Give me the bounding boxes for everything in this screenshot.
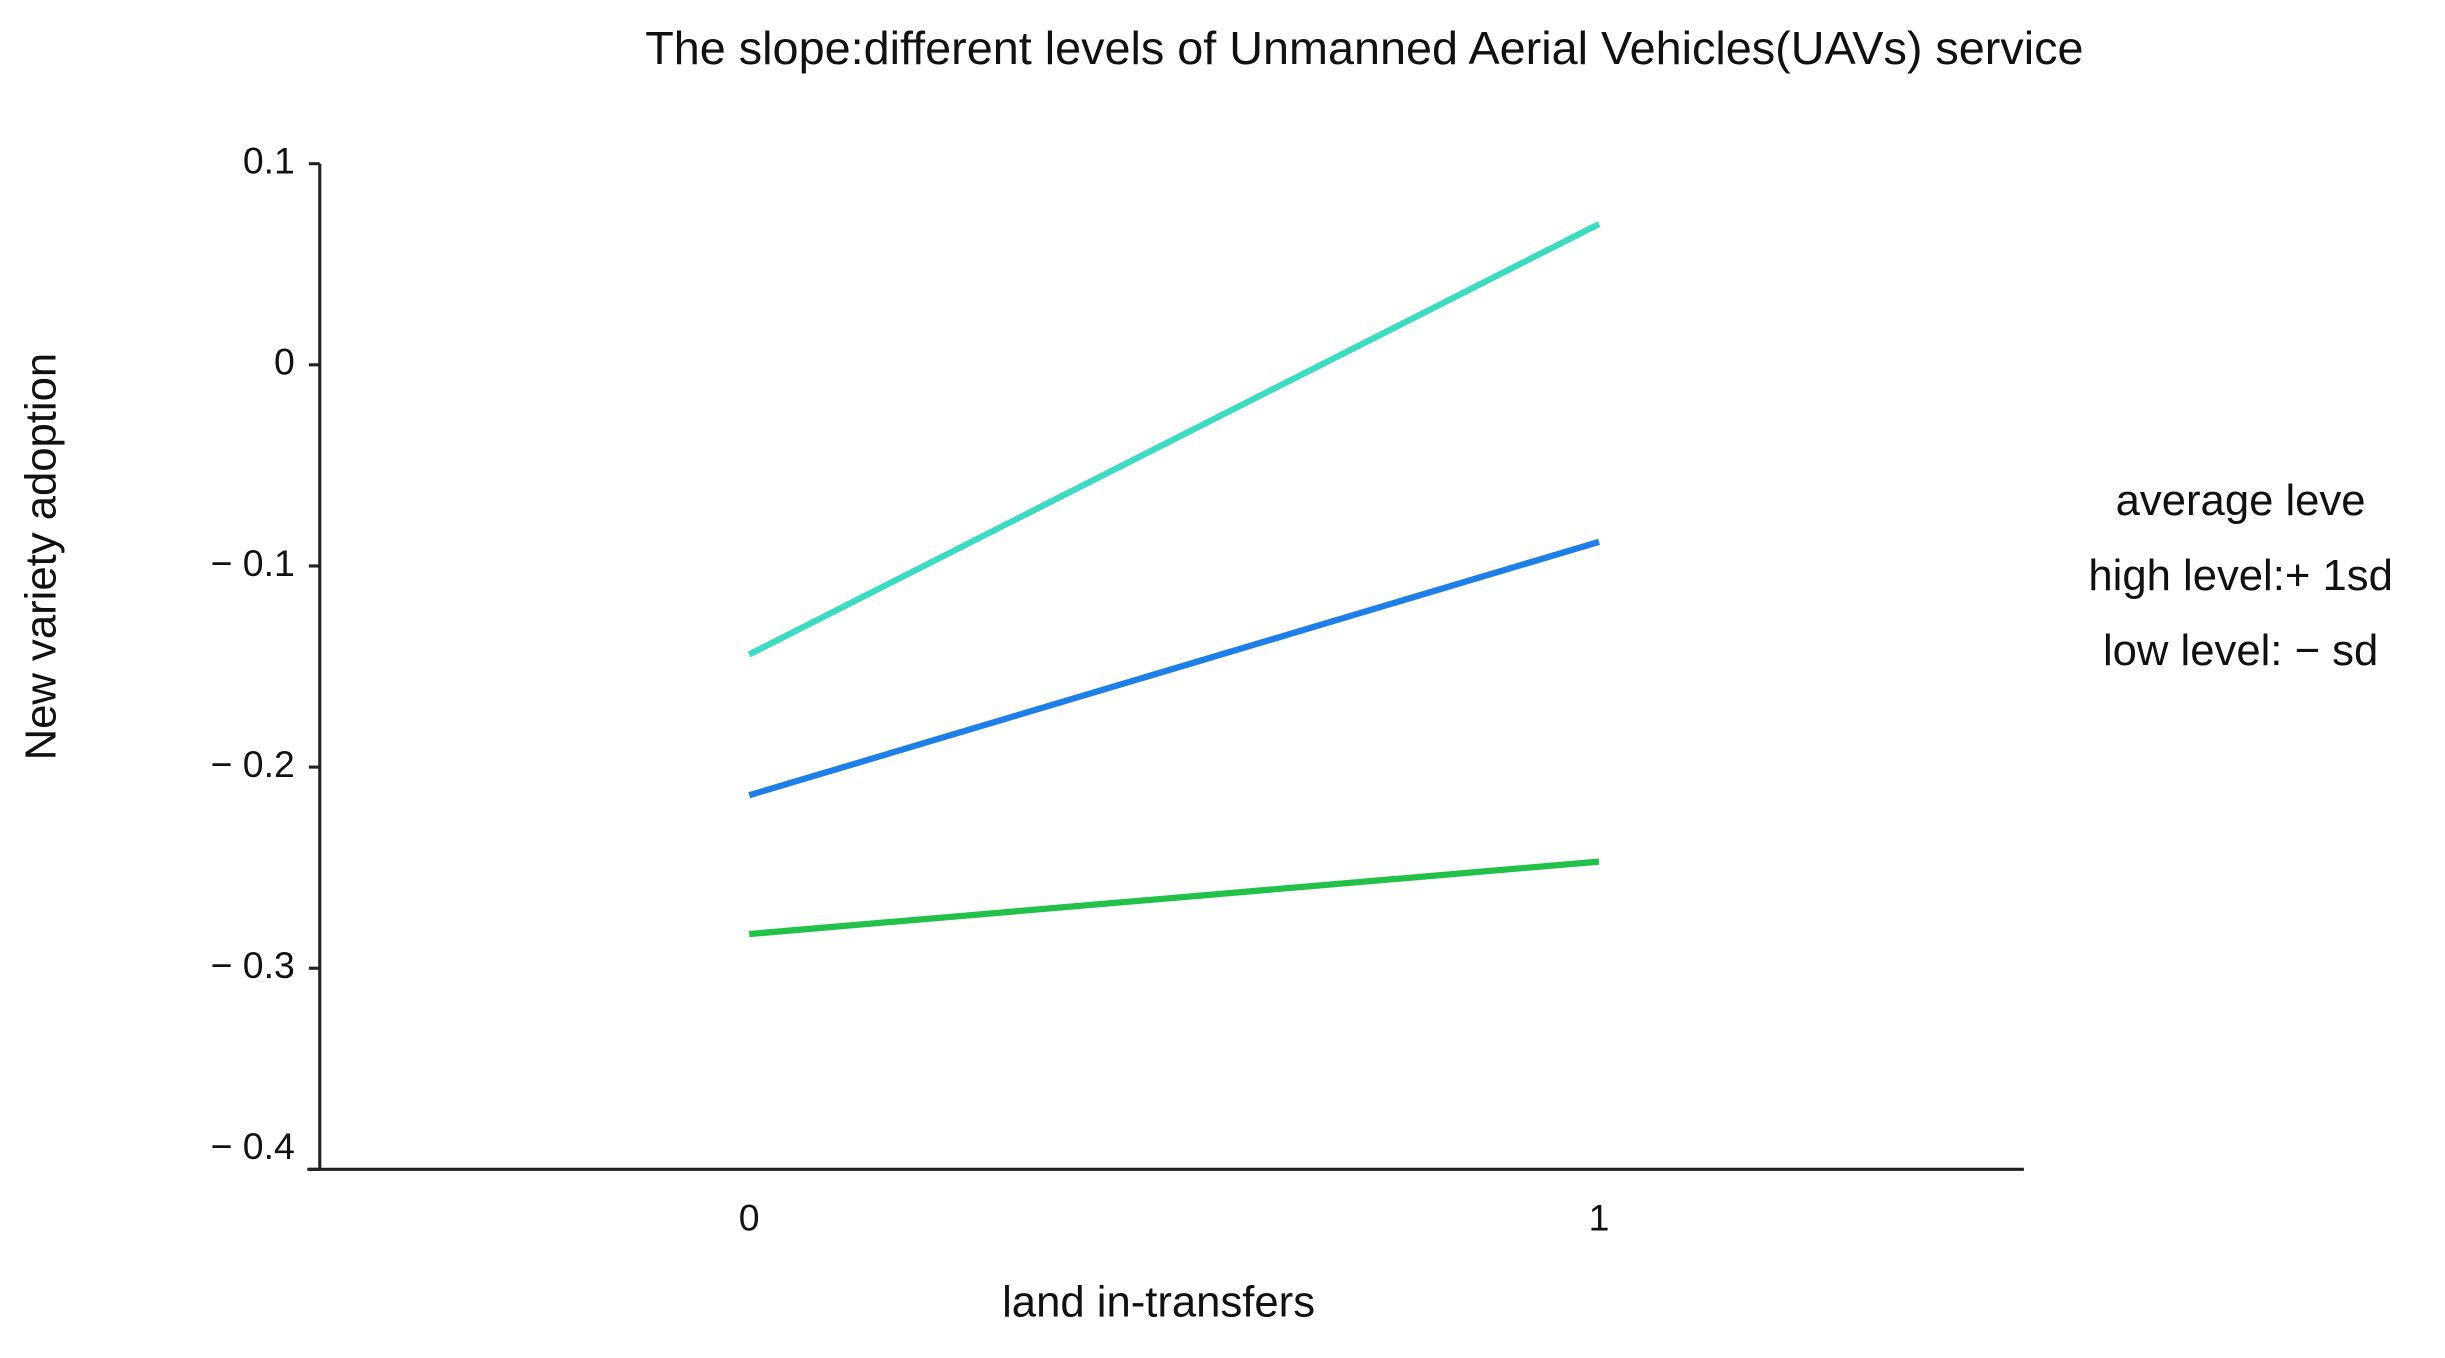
series-line <box>748 538 1600 799</box>
x-axis-label: land in-transfers <box>1002 1278 1315 1327</box>
y-tick-label: − 0.4 <box>211 1125 295 1167</box>
legend-label: average leve <box>2116 476 2366 525</box>
series-line <box>747 221 1601 658</box>
legend-label: low level: − sd <box>2103 626 2378 675</box>
x-tick-label: 0 <box>739 1197 760 1239</box>
y-tick-label: 0.1 <box>243 140 295 182</box>
y-tick-label: − 0.2 <box>211 743 295 785</box>
y-tick-label: − 0.1 <box>211 542 295 584</box>
y-axis-label: New variety adoption <box>16 353 65 761</box>
y-tick-label: 0 <box>274 341 295 383</box>
series-line <box>748 858 1600 938</box>
chart-title: The slope:different levels of Unmanned A… <box>645 22 2083 74</box>
legend-label: high level:+ 1sd <box>2088 551 2392 600</box>
x-tick-label: 1 <box>1589 1197 1610 1239</box>
y-tick-label: − 0.3 <box>211 944 295 986</box>
